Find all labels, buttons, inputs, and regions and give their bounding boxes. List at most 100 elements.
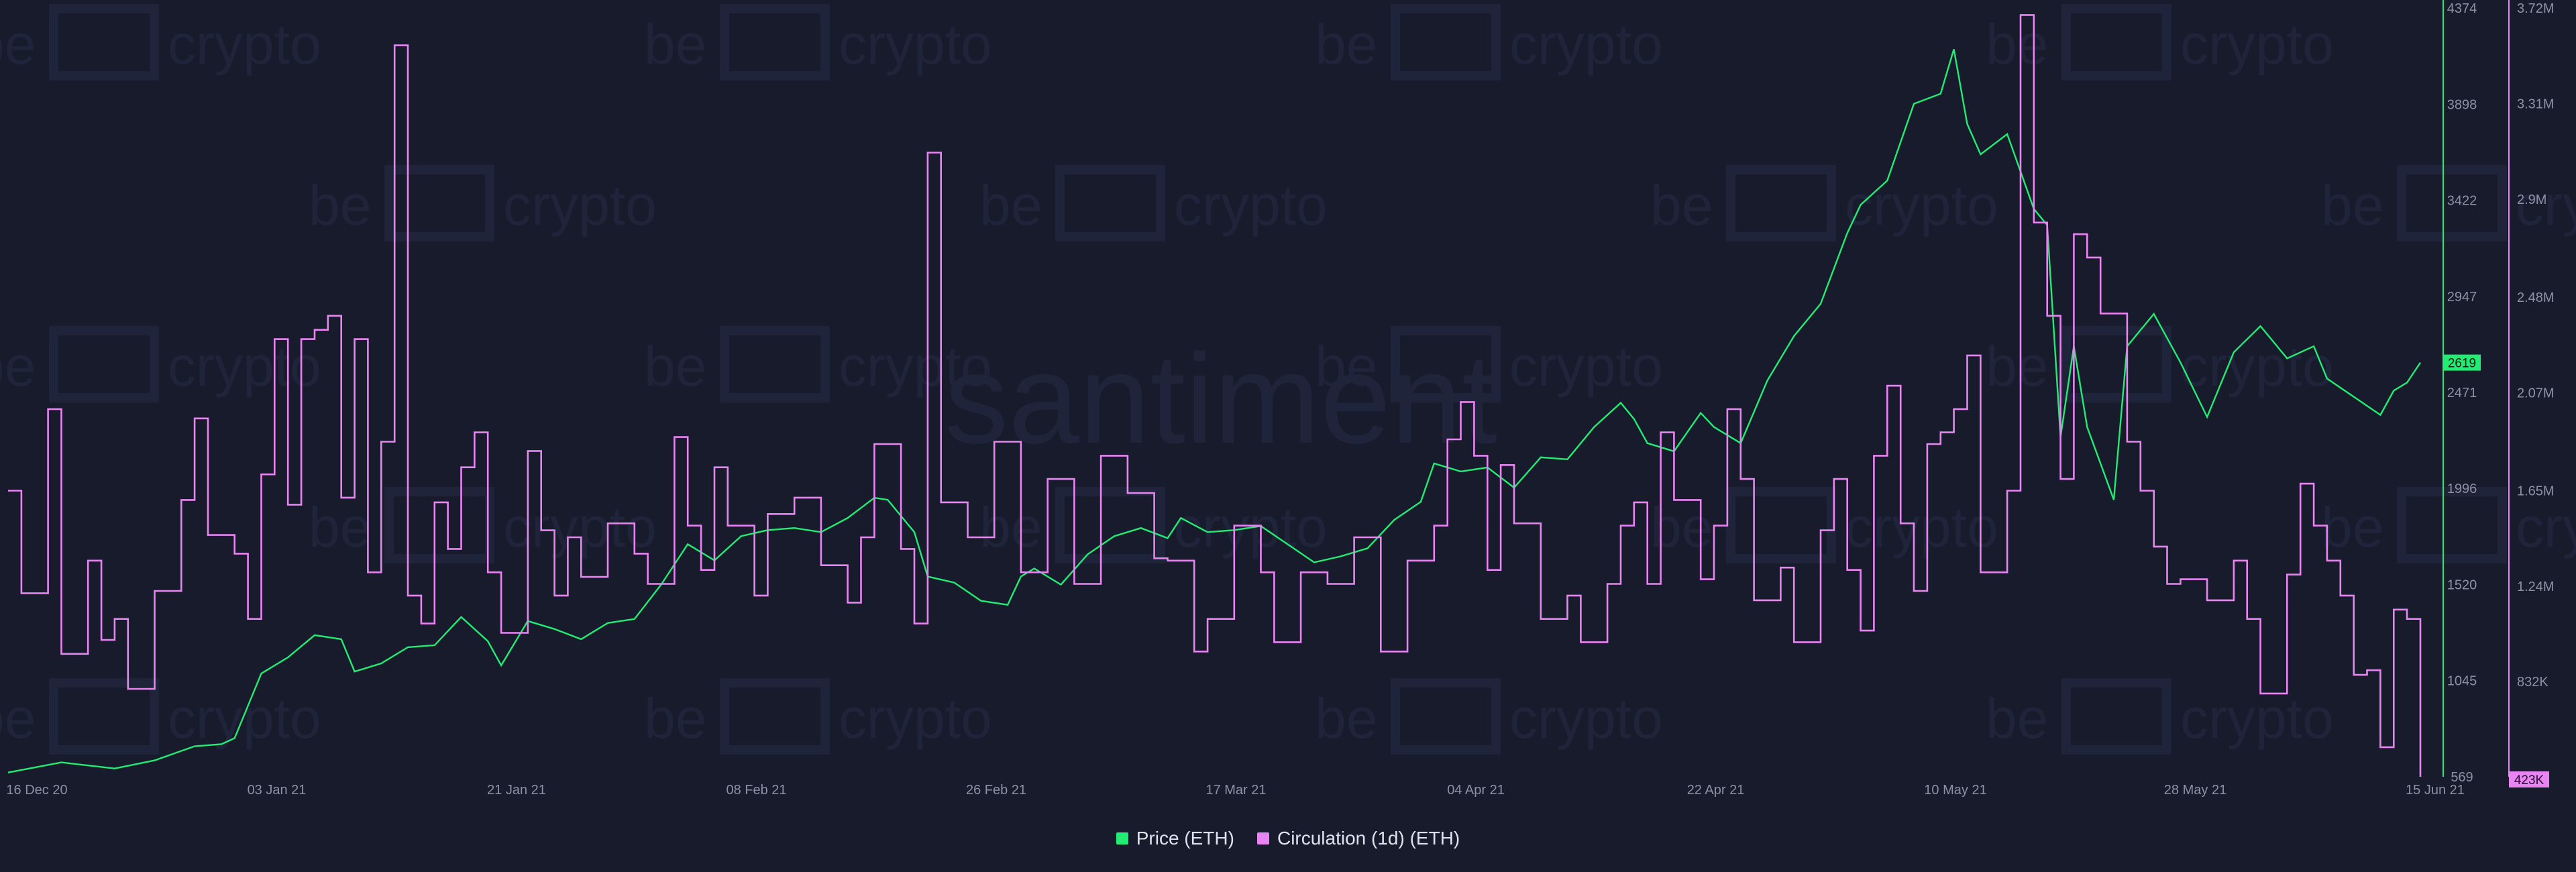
- watermark-brand-box: [1055, 165, 1165, 241]
- circulation-current-label: 423K: [2514, 773, 2544, 787]
- watermark-brand: be: [0, 13, 36, 76]
- watermark-brand-suffix: crypto: [2180, 335, 2334, 398]
- legend: Price (ETH) Circulation (1d) (ETH): [0, 824, 2576, 853]
- price-axis-tick: 3422: [2447, 194, 2477, 209]
- price-axis-tick: 1520: [2447, 578, 2477, 593]
- watermark-brand-suffix: crypto: [168, 687, 321, 750]
- legend-label-circulation: Circulation (1d) (ETH): [1277, 828, 1460, 849]
- legend-label-price: Price (ETH): [1136, 828, 1234, 849]
- watermark-brand-suffix: crypto: [2516, 496, 2576, 559]
- x-axis-tick: 10 May 21: [1924, 783, 1986, 798]
- circulation-axis-tick: 2.48M: [2517, 290, 2555, 305]
- x-axis-tick: 03 Jan 21: [248, 783, 307, 798]
- price-series-line: [7, 49, 2421, 773]
- watermark-brand-suffix: crypto: [1845, 174, 1998, 237]
- legend-item-circulation[interactable]: Circulation (1d) (ETH): [1256, 828, 1460, 849]
- watermark-brand-box: [2061, 4, 2171, 80]
- circulation-axis-tick: 1.65M: [2517, 484, 2555, 499]
- watermark-brand-box: [1391, 678, 1501, 755]
- price-axis-tick: 3898: [2447, 97, 2477, 112]
- watermark-brand-suffix: crypto: [839, 13, 992, 76]
- watermark-brand-suffix: crypto: [1845, 496, 1998, 559]
- price-axis-tick: 2471: [2447, 386, 2477, 400]
- watermark-brand: be: [644, 13, 706, 76]
- watermark-brand-suffix: crypto: [2516, 174, 2576, 237]
- watermark-brand: be: [309, 174, 371, 237]
- watermark-brand-suffix: crypto: [1509, 335, 1663, 398]
- x-axis-tick: 22 Apr 21: [1687, 783, 1745, 798]
- watermark-brand: be: [2321, 496, 2383, 559]
- legend-swatch-circulation: [1256, 832, 1269, 844]
- watermark-brand-box: [49, 4, 159, 80]
- watermark-brand: be: [1315, 335, 1377, 398]
- watermark-brand-suffix: crypto: [2180, 687, 2334, 750]
- watermark-brand-box: [2061, 326, 2171, 402]
- watermark-brand-box: [1055, 487, 1165, 563]
- watermark-brand: be: [0, 687, 36, 750]
- watermark-center: santiment: [945, 328, 1497, 470]
- watermark-brand-box: [2061, 678, 2171, 755]
- price-current-label: 2619: [2448, 357, 2476, 371]
- price-axis-tick: 1045: [2447, 674, 2477, 689]
- price-axis-tick: 4374: [2447, 1, 2477, 16]
- watermark-brand-suffix: crypto: [1174, 174, 1328, 237]
- watermark-brand-box: [720, 4, 830, 80]
- x-axis-tick: 16 Dec 20: [6, 783, 67, 798]
- watermark-brand: be: [1986, 687, 2048, 750]
- legend-swatch-price: [1116, 832, 1128, 844]
- circulation-series-line: [8, 14, 2422, 777]
- watermark-brand-box: [49, 678, 159, 755]
- x-axis-tick: 04 Apr 21: [1447, 783, 1505, 798]
- x-axis-tick: 15 Jun 21: [2406, 783, 2465, 798]
- circulation-axis-tick: 3.72M: [2517, 1, 2555, 16]
- price-axis-tick: 2947: [2447, 290, 2477, 305]
- circulation-axis-tick: 832K: [2517, 675, 2548, 690]
- watermark-brand-box: [1726, 487, 1836, 563]
- price-current-badge: [2443, 354, 2481, 371]
- price-axis-tick: 569: [2451, 770, 2473, 785]
- watermark-brand: be: [644, 335, 706, 398]
- watermark-brand-suffix: crypto: [2180, 13, 2334, 76]
- circulation-axis-tick: 2.07M: [2517, 386, 2555, 401]
- circulation-axis-tick: 2.9M: [2517, 193, 2546, 207]
- x-axis-tick: 26 Feb 21: [966, 783, 1026, 798]
- watermark-brand: be: [2321, 174, 2383, 237]
- watermark-brand: be: [1650, 174, 1713, 237]
- watermark-brand: be: [0, 335, 36, 398]
- watermark-brand: be: [644, 687, 706, 750]
- watermark-brand-suffix: crypto: [168, 13, 321, 76]
- watermark-brand: be: [309, 496, 371, 559]
- circulation-current-badge: [2509, 771, 2549, 787]
- watermark-brand-box: [1391, 326, 1501, 402]
- watermark-brand-box: [49, 326, 159, 402]
- price-axis-tick: 1996: [2447, 482, 2477, 496]
- watermark-brand-suffix: crypto: [839, 687, 992, 750]
- x-axis-tick: 21 Jan 21: [487, 783, 546, 798]
- watermark-brand-box: [1391, 4, 1501, 80]
- watermark-brand: be: [1650, 496, 1713, 559]
- watermark-brand-suffix: crypto: [503, 174, 657, 237]
- watermark-brand-box: [384, 487, 494, 563]
- watermark-brand-suffix: crypto: [1509, 687, 1663, 750]
- watermark-brand: be: [1315, 687, 1377, 750]
- watermark-brand-suffix: crypto: [839, 335, 992, 398]
- watermark-brand-box: [2397, 165, 2507, 241]
- x-axis-tick: 08 Feb 21: [726, 783, 786, 798]
- watermark-brand: be: [979, 496, 1042, 559]
- watermark-brand: be: [979, 174, 1042, 237]
- circulation-axis-tick: 1.24M: [2517, 580, 2555, 594]
- chart-svg: be crypto be crypto be crypto be crypto be c…: [0, 0, 2576, 798]
- watermark-brand: be: [1315, 13, 1377, 76]
- legend-item-price[interactable]: Price (ETH): [1116, 828, 1234, 849]
- watermark-brand-suffix: crypto: [1509, 13, 1663, 76]
- x-axis-tick: 28 May 21: [2164, 783, 2226, 798]
- circulation-axis-tick: 3.31M: [2517, 97, 2555, 112]
- watermark-brand-suffix: crypto: [168, 335, 321, 398]
- watermark-brand: be: [1986, 13, 2048, 76]
- watermark-brand: be: [1986, 335, 2048, 398]
- watermark-brand-box: [2397, 487, 2507, 563]
- watermark-brand-box: [1726, 165, 1836, 241]
- watermark-brand-suffix: crypto: [503, 496, 657, 559]
- x-axis-tick: 17 Mar 21: [1205, 783, 1266, 798]
